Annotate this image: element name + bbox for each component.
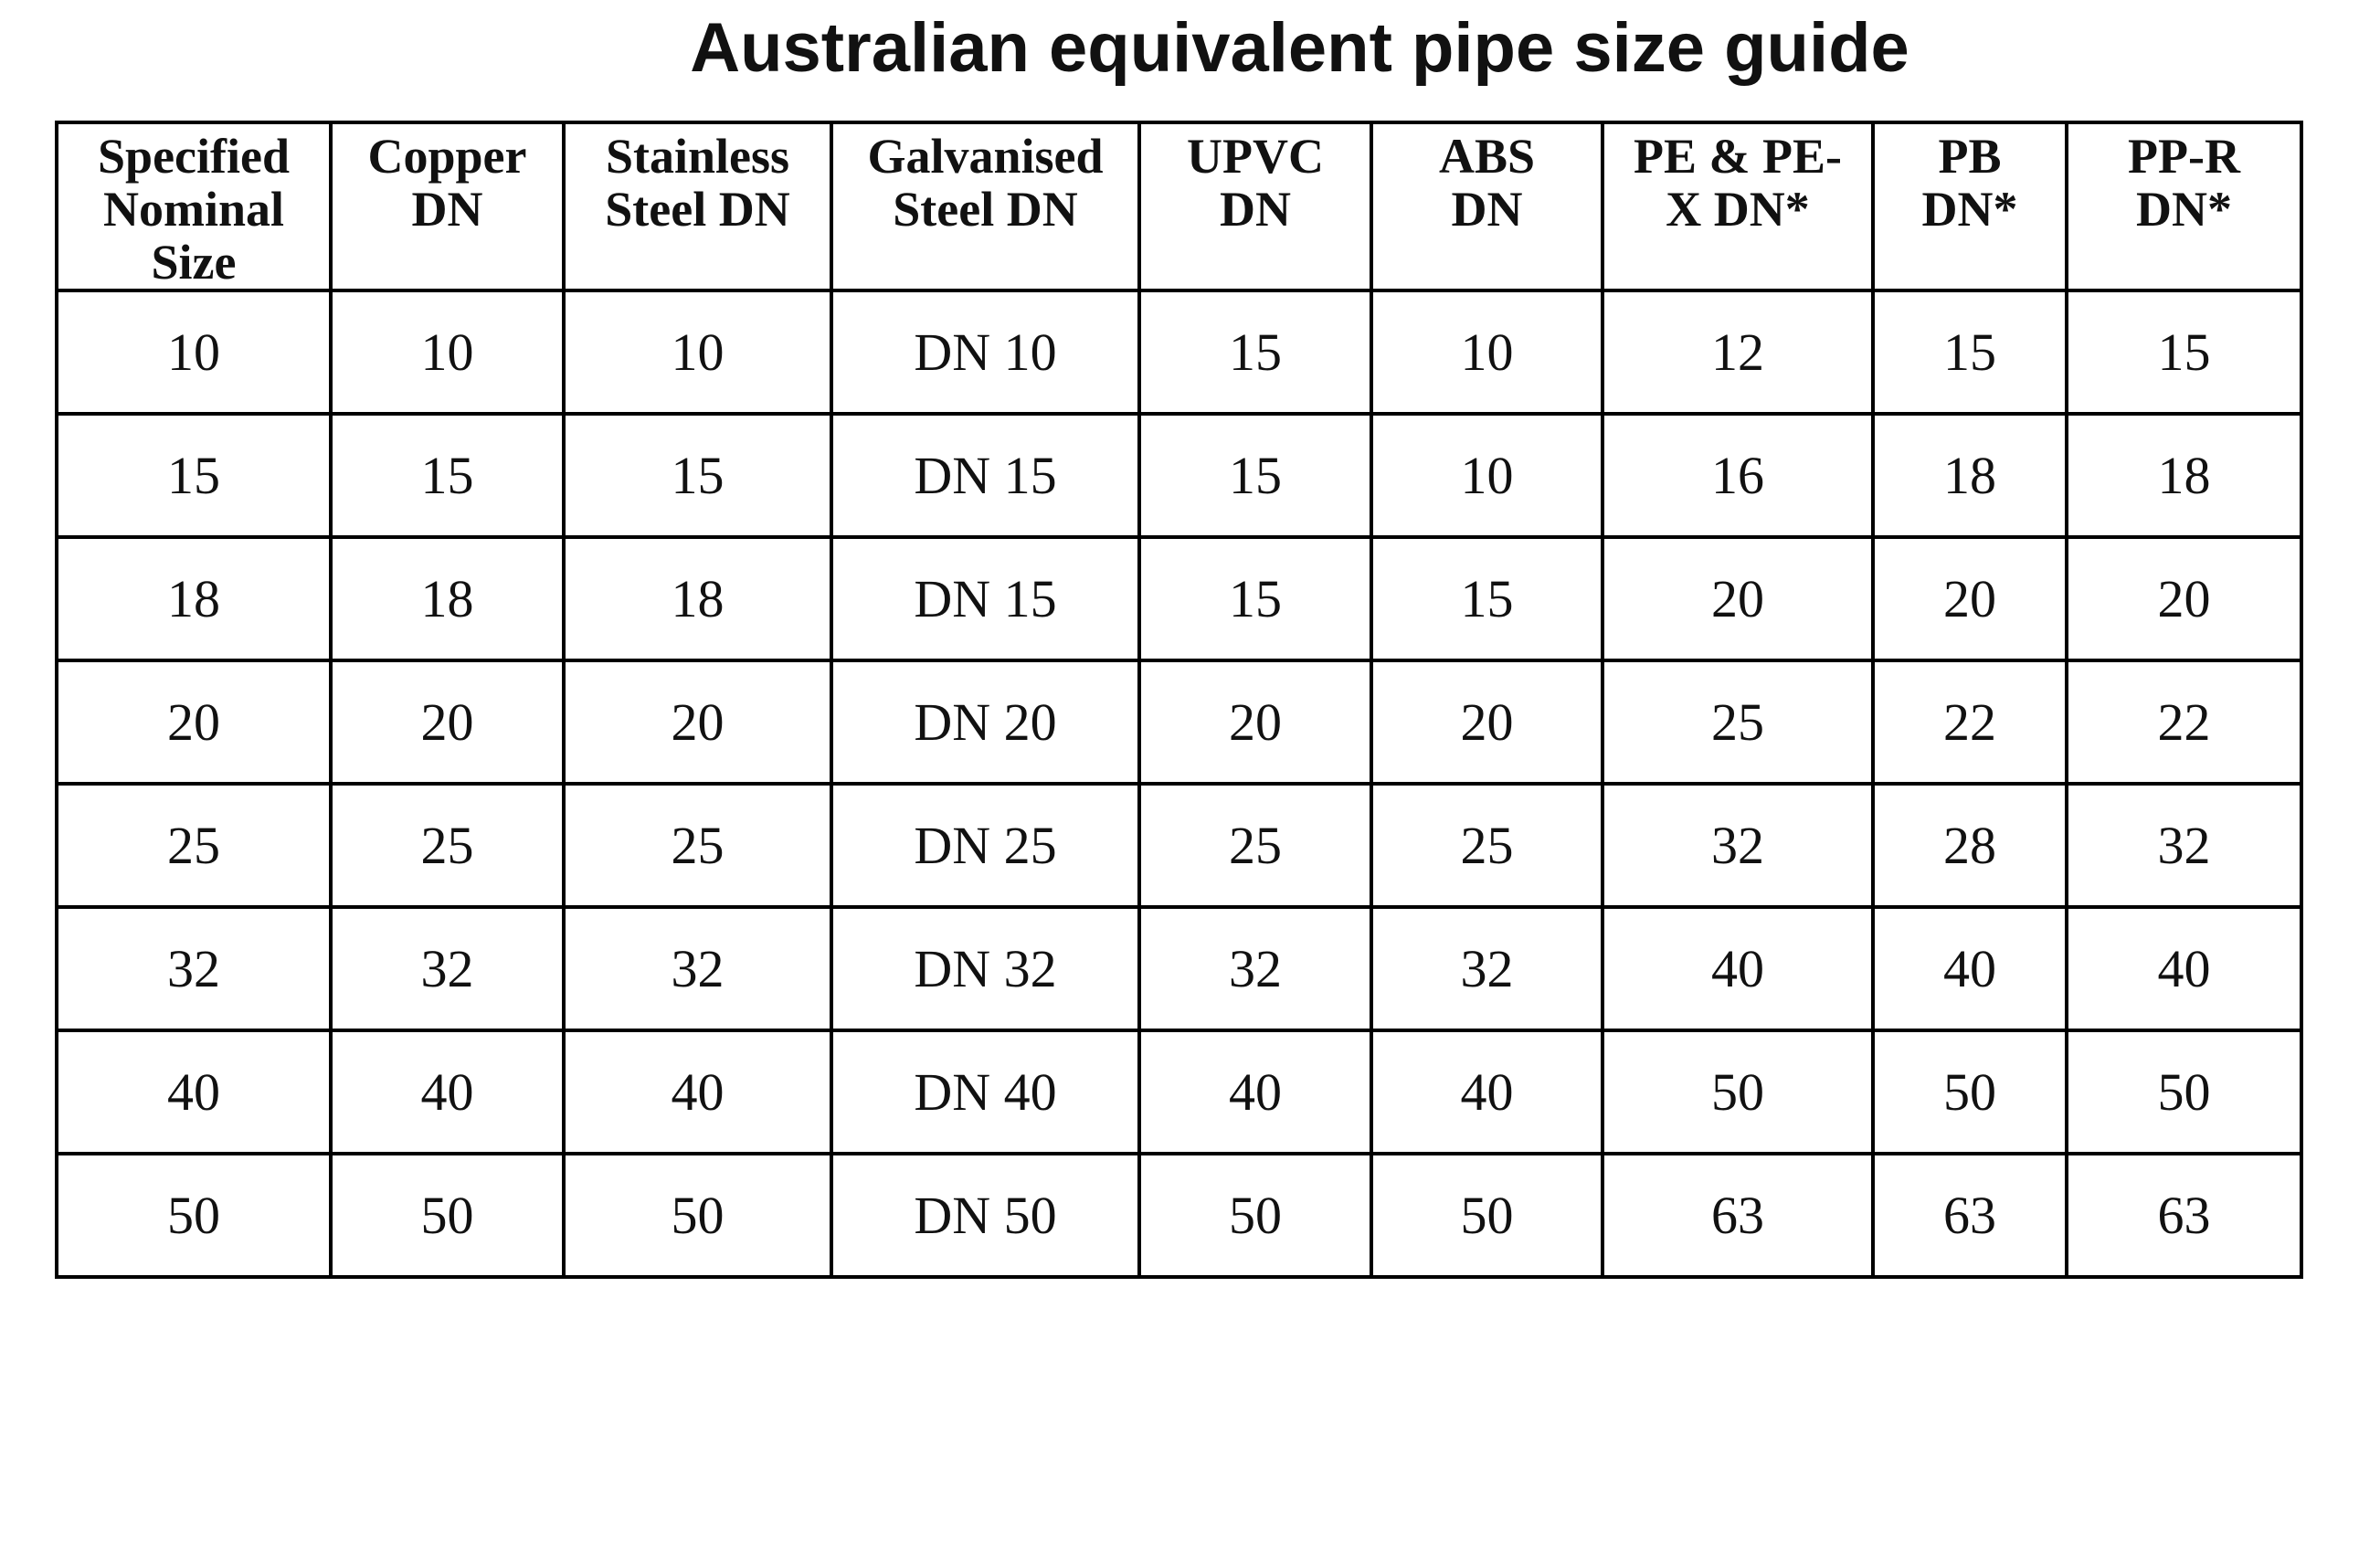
table-cell: 18	[1871, 412, 2068, 539]
table-cell: 25	[1137, 782, 1373, 909]
table-cell: 32	[1137, 905, 1373, 1032]
table-cell: 10	[329, 289, 566, 416]
table-cell: 20	[1137, 659, 1373, 786]
table-cell: DN 20	[830, 659, 1141, 786]
column-header-specified-nominal-size: Specified Nominal Size	[55, 121, 333, 292]
table-cell: 40	[329, 1029, 566, 1155]
table-cell: 50	[562, 1152, 833, 1279]
column-header-galvanised-steel: Galvanised Steel DN	[830, 121, 1141, 292]
table-cell: 20	[329, 659, 566, 786]
table-cell: 18	[55, 535, 333, 662]
table-cell: 50	[1370, 1152, 1604, 1279]
table-row: 18 18 18 DN 15 15 15 20 20 20	[55, 535, 2303, 662]
table-row: 20 20 20 DN 20 20 20 25 22 22	[55, 659, 2303, 786]
table-cell: 40	[1601, 905, 1875, 1032]
table-row: 25 25 25 DN 25 25 25 32 28 32	[55, 782, 2303, 909]
table-cell: DN 40	[830, 1029, 1141, 1155]
table-cell: 50	[1137, 1152, 1373, 1279]
table-cell: 63	[2065, 1152, 2303, 1279]
table-row: 15 15 15 DN 15 15 10 16 18 18	[55, 412, 2303, 539]
table-row: 10 10 10 DN 10 15 10 12 15 15	[55, 289, 2303, 416]
table-cell: 25	[1370, 782, 1604, 909]
table-cell: 15	[329, 412, 566, 539]
table-cell: 20	[1601, 535, 1875, 662]
column-header-abs: ABS DN	[1370, 121, 1604, 292]
table-row: 50 50 50 DN 50 50 50 63 63 63	[55, 1152, 2303, 1279]
table-cell: 10	[1370, 412, 1604, 539]
column-header-upvc: UPVC DN	[1137, 121, 1373, 292]
table-cell: 50	[329, 1152, 566, 1279]
table-cell: 25	[562, 782, 833, 909]
pipe-size-table: Specified Nominal Size Copper DN Stainle…	[55, 121, 2303, 1279]
pipe-size-table-container: Specified Nominal Size Copper DN Stainle…	[55, 121, 2303, 1279]
table-cell: 20	[1871, 535, 2068, 662]
table-cell: DN 15	[830, 535, 1141, 662]
table-cell: 40	[1137, 1029, 1373, 1155]
page-title: Australian equivalent pipe size guide	[690, 9, 1909, 87]
table-row: 40 40 40 DN 40 40 40 50 50 50	[55, 1029, 2303, 1155]
column-header-pe-pex: PE & PE- X DN*	[1601, 121, 1875, 292]
table-cell: 15	[562, 412, 833, 539]
table-cell: 25	[1601, 659, 1875, 786]
table-row: 32 32 32 DN 32 32 32 40 40 40	[55, 905, 2303, 1032]
table-cell: 32	[562, 905, 833, 1032]
table-cell: 32	[1601, 782, 1875, 909]
table-header-row: Specified Nominal Size Copper DN Stainle…	[55, 121, 2303, 292]
table-cell: 18	[329, 535, 566, 662]
table-cell: 10	[55, 289, 333, 416]
table-cell: 32	[55, 905, 333, 1032]
column-header-pb: PB DN*	[1871, 121, 2068, 292]
table-cell: 25	[329, 782, 566, 909]
table-cell: 40	[55, 1029, 333, 1155]
table-cell: 50	[1871, 1029, 2068, 1155]
table-cell: 40	[1370, 1029, 1604, 1155]
table-cell: 22	[1871, 659, 2068, 786]
table-cell: 20	[562, 659, 833, 786]
table-cell: 32	[1370, 905, 1604, 1032]
table-cell: 40	[562, 1029, 833, 1155]
table-cell: 50	[2065, 1029, 2303, 1155]
table-cell: 50	[55, 1152, 333, 1279]
table-cell: 40	[1871, 905, 2068, 1032]
table-cell: 10	[562, 289, 833, 416]
table-cell: 18	[2065, 412, 2303, 539]
table-cell: 15	[1370, 535, 1604, 662]
table-cell: 15	[1137, 412, 1373, 539]
table-cell: 28	[1871, 782, 2068, 909]
table-cell: 32	[329, 905, 566, 1032]
table-cell: 40	[2065, 905, 2303, 1032]
table-cell: 15	[2065, 289, 2303, 416]
table-cell: 25	[55, 782, 333, 909]
table-cell: 16	[1601, 412, 1875, 539]
table-cell: 32	[2065, 782, 2303, 909]
table-cell: DN 25	[830, 782, 1141, 909]
table-cell: 15	[1137, 535, 1373, 662]
table-cell: 22	[2065, 659, 2303, 786]
table-cell: 20	[1370, 659, 1604, 786]
table-cell: DN 50	[830, 1152, 1141, 1279]
table-cell: 15	[1137, 289, 1373, 416]
table-cell: 15	[55, 412, 333, 539]
table-cell: 15	[1871, 289, 2068, 416]
table-cell: DN 15	[830, 412, 1141, 539]
table-cell: 18	[562, 535, 833, 662]
table-cell: 12	[1601, 289, 1875, 416]
table-cell: 20	[2065, 535, 2303, 662]
table-cell: 20	[55, 659, 333, 786]
column-header-stainless-steel: Stainless Steel DN	[562, 121, 833, 292]
table-cell: 63	[1601, 1152, 1875, 1279]
table-cell: DN 32	[830, 905, 1141, 1032]
column-header-ppr: PP-R DN*	[2065, 121, 2303, 292]
table-body: 10 10 10 DN 10 15 10 12 15 15 15 15 15 DN 15 15 10 16 18…	[55, 289, 2303, 1279]
table-cell: 10	[1370, 289, 1604, 416]
column-header-copper: Copper DN	[329, 121, 566, 292]
table-cell: 50	[1601, 1029, 1875, 1155]
table-cell: DN 10	[830, 289, 1141, 416]
table-cell: 63	[1871, 1152, 2068, 1279]
